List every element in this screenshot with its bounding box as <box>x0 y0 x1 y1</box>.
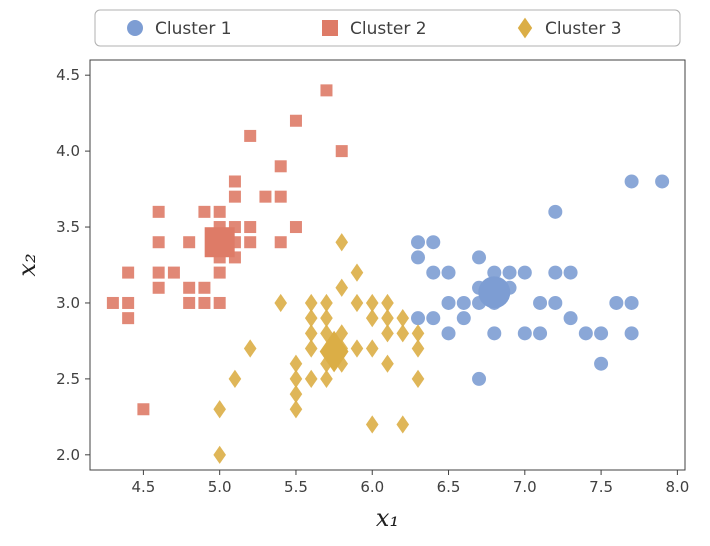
y-tick-label: 3.5 <box>56 218 80 236</box>
legend-item-label: Cluster 1 <box>155 19 232 39</box>
x-tick-label: 8.0 <box>665 478 689 496</box>
y-tick-label: 2.5 <box>56 370 80 388</box>
y-tick-label: 4.5 <box>56 66 80 84</box>
x-tick-label: 7.0 <box>513 478 537 496</box>
y-tick-label: 3.0 <box>56 294 80 312</box>
chart-svg: 4.5 5.0 5.5 6.0 6.5 7.0 7.5 8.0 2.0 2.5 3.0 3.5 4.0 4… <box>0 0 710 546</box>
y-tick-label: 2.0 <box>56 446 80 464</box>
legend-item-label: Cluster 3 <box>545 19 622 39</box>
x-tick-label: 4.5 <box>131 478 155 496</box>
legend: Cluster 1 Cluster 2 Cluster 3 <box>95 10 680 46</box>
x-tick-label: 5.0 <box>208 478 232 496</box>
x-tick-label: 6.5 <box>437 478 461 496</box>
y-tick-label: 4.0 <box>56 142 80 160</box>
x-axis-label: x₁ <box>376 504 399 532</box>
x-tick-label: 5.5 <box>284 478 308 496</box>
y-axis-label: x₂ <box>13 253 41 276</box>
legend-item-label: Cluster 2 <box>350 19 427 39</box>
x-tick-label: 6.0 <box>360 478 384 496</box>
x-tick-label: 7.5 <box>589 478 613 496</box>
scatter-chart: 4.5 5.0 5.5 6.0 6.5 7.0 7.5 8.0 2.0 2.5 3.0 3.5 4.0 4… <box>0 0 710 546</box>
